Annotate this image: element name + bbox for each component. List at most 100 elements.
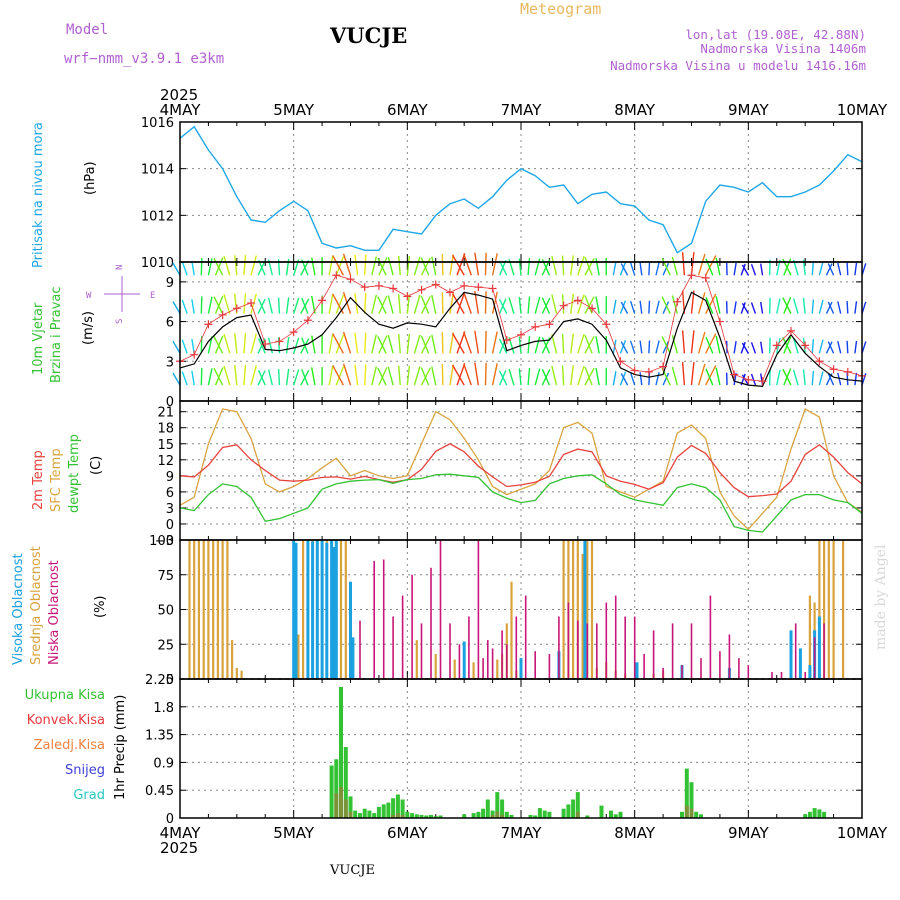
x-day-label-top: 5MAY [273, 101, 315, 119]
total-precip-bar [684, 768, 689, 818]
wind-arrow [612, 261, 617, 276]
wind-arrow [267, 297, 274, 314]
wind-arrow [474, 362, 480, 386]
wind-arrow [639, 372, 643, 386]
mid-cloud-bar [212, 540, 215, 679]
wind-arrow [792, 338, 799, 354]
total-precip-bar [367, 810, 372, 818]
sfc-temp-line [179, 408, 863, 531]
total-precip-bar [528, 814, 533, 818]
wind-arrow [243, 254, 247, 276]
wind-arrow [561, 365, 565, 386]
wind-arrow [451, 293, 465, 314]
gust-point [545, 320, 554, 329]
wind-arrow [293, 297, 300, 314]
wind-arrow [577, 294, 585, 314]
wind-arrow [827, 373, 835, 386]
low-cloud-bar [771, 672, 773, 679]
gust-point [588, 304, 597, 313]
wind-arrow [681, 362, 686, 386]
wind-speed-line [179, 291, 863, 388]
mid-cloud-bar [496, 659, 499, 679]
wind-arrow [811, 261, 815, 276]
convective-precip-bar [343, 799, 348, 818]
wind-arrow [257, 260, 266, 276]
wind-arrow [846, 301, 849, 314]
total-precip-bar [689, 782, 694, 818]
wind-arrow [629, 372, 636, 386]
convective-precip-bar [495, 811, 500, 818]
wind-arrow [413, 366, 421, 386]
high-cloud-bar [798, 648, 802, 679]
low-cloud-bar [420, 623, 423, 679]
wind-arrow [570, 333, 574, 354]
mid-cloud-bar [207, 540, 210, 679]
wind-arrow [681, 252, 686, 276]
panel-border [179, 400, 863, 541]
cloud-unit: (%) [93, 596, 108, 619]
wind-arrow [377, 336, 387, 354]
gust-point [573, 296, 582, 305]
wind-arrow [342, 331, 352, 354]
wind-arrow [498, 260, 508, 276]
total-precip-bar [405, 811, 410, 818]
total-precip-bar [376, 806, 381, 818]
wind-arrow [837, 301, 842, 314]
total-precip-bar [812, 808, 817, 818]
wind-unit: (m/s) [81, 311, 96, 345]
gust-point [218, 310, 227, 319]
wind-arrow [662, 341, 670, 354]
wind-arrow [342, 363, 352, 386]
mid-cloud-bar [235, 667, 238, 679]
wind-arrow [243, 332, 247, 354]
wind-arrow [463, 253, 472, 276]
wind-arrow [267, 369, 274, 386]
wind-arrow [354, 254, 359, 276]
wind-arrow [534, 258, 541, 276]
wind-arrow [474, 252, 480, 276]
total-precip-bar [429, 814, 433, 818]
gust-point [673, 297, 682, 306]
wind-arrow [431, 366, 437, 386]
mid-cloud-bar [344, 540, 347, 679]
y-tick-label: 15 [157, 438, 174, 453]
wind-arrow [782, 368, 792, 386]
wind-arrow [311, 335, 316, 354]
wind-arrow [629, 300, 636, 314]
wind-arrow [827, 301, 835, 314]
wind-arrow [697, 253, 706, 276]
low-cloud-bar [482, 658, 484, 679]
low-cloud-bar [747, 665, 750, 679]
wind-arrow [285, 337, 290, 354]
wind-arrow [378, 367, 388, 386]
wind-arrow [854, 340, 858, 354]
convective-precip-bar [391, 814, 396, 818]
wind-arrow [354, 332, 359, 354]
wind-arrow [491, 253, 498, 276]
wind-arrow [387, 335, 394, 354]
x-day-label-bottom: 9MAY [728, 824, 770, 842]
low-cloud-bar [548, 654, 551, 679]
wind-arrow [213, 367, 224, 386]
wind-arrow [733, 340, 737, 354]
wind-arrow [491, 291, 498, 314]
wind-arrow [441, 363, 444, 386]
wind-arrow [661, 296, 671, 314]
wind-arrow [420, 335, 431, 354]
wind-arrow [378, 335, 388, 354]
wind-arrow [551, 365, 558, 386]
mid-cloud-bar [581, 553, 584, 679]
convective-precip-bar [348, 811, 353, 818]
wind-arrow [527, 367, 531, 386]
x-day-label-top: 4MAY [160, 101, 202, 119]
legend-grad: Grad [73, 788, 105, 803]
low-cloud-bar [401, 595, 404, 679]
wind-arrow [818, 339, 824, 354]
wind-arrow [648, 262, 651, 276]
wind-arrow [846, 262, 849, 276]
wind-arrow [671, 295, 678, 314]
total-precip-bar [537, 808, 542, 818]
wind-arrow [413, 294, 421, 314]
wind-arrow [854, 372, 858, 386]
wind-arrow [825, 301, 833, 314]
